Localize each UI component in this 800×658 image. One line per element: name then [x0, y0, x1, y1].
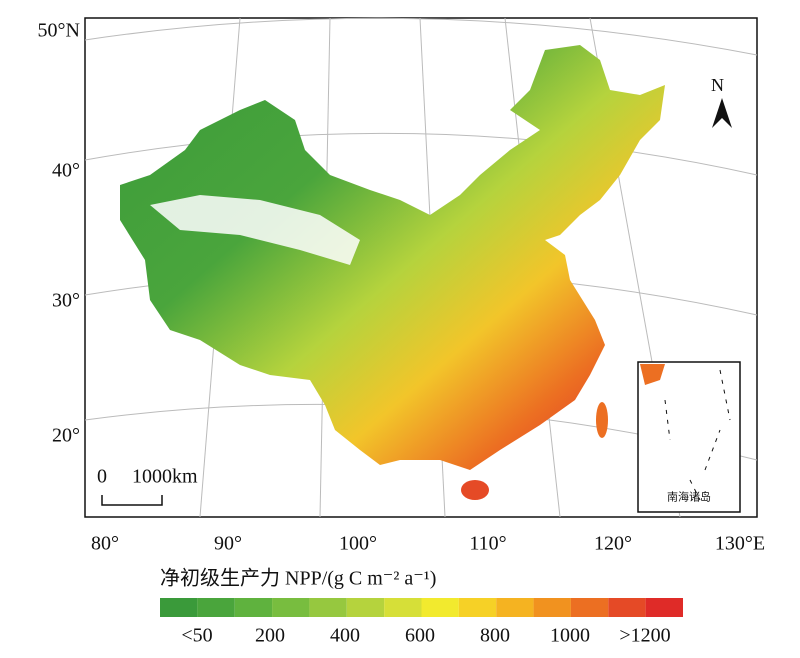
- lon-label: 100°: [339, 533, 377, 555]
- legend-swatch: [160, 598, 198, 617]
- lat-label: 30°: [52, 290, 80, 312]
- legend-swatch: [645, 598, 683, 617]
- north-label: N: [711, 75, 724, 95]
- lon-label: 120°: [594, 533, 632, 555]
- hainan: [461, 480, 489, 500]
- scale-distance: 1000km: [132, 466, 198, 488]
- legend-label: 400: [330, 625, 360, 647]
- lon-label: 90°: [214, 533, 242, 555]
- legend-label: 1000: [550, 625, 590, 647]
- taiwan: [596, 402, 608, 438]
- lon-label: 80°: [91, 533, 119, 555]
- desert-area: [150, 195, 360, 265]
- legend-swatch: [421, 598, 459, 617]
- legend-swatch: [384, 598, 422, 617]
- legend-swatch: [234, 598, 273, 617]
- legend-label: 800: [480, 625, 510, 647]
- legend-swatch: [533, 598, 571, 617]
- legend-swatch: [496, 598, 534, 617]
- lon-label: 110°: [469, 533, 506, 555]
- lat-label: 20°: [52, 425, 80, 447]
- legend-title: 净初级生产力 NPP/(g C m⁻² a⁻¹): [160, 567, 436, 590]
- china-npp: [120, 45, 665, 470]
- lon-label: 130°E: [715, 533, 765, 555]
- legend-swatch: [197, 598, 235, 617]
- legend-swatch: [309, 598, 347, 617]
- inset-land: [640, 364, 665, 385]
- legend-swatch: [458, 598, 497, 617]
- legend-label: 600: [405, 625, 435, 647]
- legend-label: >1200: [619, 625, 670, 647]
- legend-label: 200: [255, 625, 285, 647]
- legend-swatch: [272, 598, 310, 617]
- legend-swatch: [346, 598, 385, 617]
- inset-frame: [637, 361, 741, 513]
- scale-zero: 0: [97, 466, 107, 488]
- inset-boundary: [664, 369, 731, 501]
- scale-bar: [101, 495, 163, 506]
- inset-label: 南海诸岛: [667, 490, 711, 504]
- north-arrow: [712, 98, 732, 128]
- lat-label: 40°: [52, 160, 80, 182]
- lat-label: 50°N: [38, 20, 80, 42]
- legend-swatch: [570, 598, 609, 617]
- legend-label: <50: [181, 625, 212, 647]
- legend-swatch: [608, 598, 646, 617]
